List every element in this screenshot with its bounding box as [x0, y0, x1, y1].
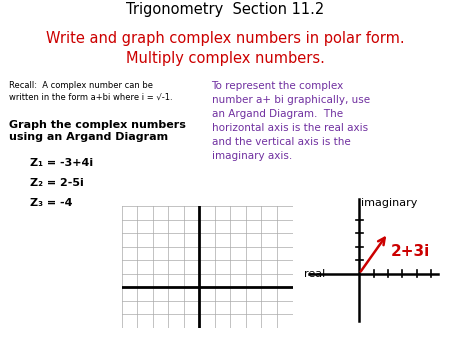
Text: Write and graph complex numbers in polar form.
Multiply complex numbers.: Write and graph complex numbers in polar… — [46, 31, 404, 66]
Text: 2+3i: 2+3i — [391, 244, 430, 259]
Text: real: real — [304, 269, 326, 279]
Text: imaginary: imaginary — [360, 198, 417, 208]
Text: Graph the complex numbers
using an Argand Diagram: Graph the complex numbers using an Argan… — [9, 120, 186, 142]
Text: Z₁ = -3+4i: Z₁ = -3+4i — [30, 158, 93, 168]
Text: To represent the complex
number a+ bi graphically, use
an Argand Diagram.  The
h: To represent the complex number a+ bi gr… — [212, 81, 369, 161]
Text: Recall:  A complex number can be
written in the form a+bi where i = √-1.: Recall: A complex number can be written … — [9, 81, 173, 102]
Text: Trigonometry  Section 11.2: Trigonometry Section 11.2 — [126, 2, 324, 17]
Text: Z₃ = -4: Z₃ = -4 — [30, 198, 72, 208]
Text: Z₂ = 2-5i: Z₂ = 2-5i — [30, 178, 83, 188]
